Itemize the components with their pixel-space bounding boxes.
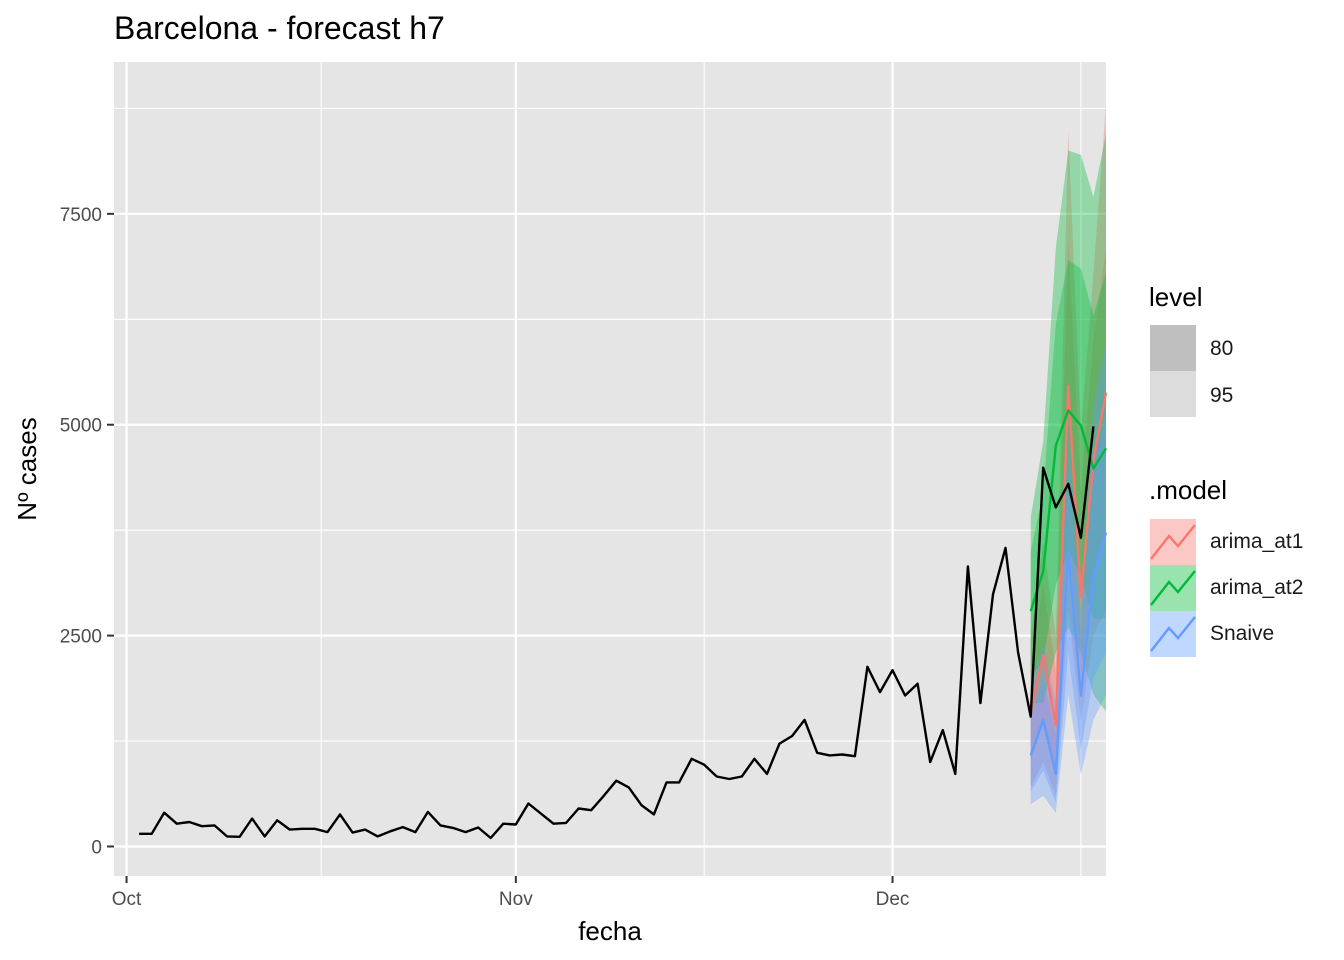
legend-label-snaive: Snaive	[1210, 622, 1274, 645]
legend-label-80: 80	[1210, 337, 1233, 360]
y-tick-label: 2500	[60, 627, 102, 648]
x-axis-title: fecha	[578, 916, 642, 946]
forecast-lines	[1029, 384, 1108, 776]
legend-model-title: .model	[1149, 475, 1227, 505]
forecast-line-snaive	[1029, 532, 1108, 776]
forecast-line-arima_at2	[1029, 409, 1108, 612]
legend-label-95: 95	[1210, 384, 1233, 407]
legend-key-95	[1150, 371, 1196, 417]
legend-line-snaive	[1150, 616, 1196, 652]
plot-panel	[114, 62, 1106, 876]
interval-80-snaive	[1030, 416, 1106, 803]
interval-95-arima_at2	[1030, 133, 1106, 712]
minor-gridlines	[114, 62, 1106, 876]
x-tick-label: Dec	[876, 889, 910, 910]
legend-label-arima-at1: arima_at1	[1210, 530, 1303, 553]
x-tick-label: Nov	[499, 889, 533, 910]
chart-title: Barcelona - forecast h7	[114, 10, 445, 46]
y-tick-label: 5000	[60, 416, 102, 437]
forecast-line-arima_at1	[1029, 384, 1108, 727]
y-axis-title: Nº cases	[12, 417, 42, 520]
major-gridlines	[114, 62, 1106, 876]
interval-80-arima_at1	[1030, 239, 1106, 771]
interval-95-arima_at1	[1030, 104, 1106, 796]
legend-label-arima-at2: arima_at2	[1210, 576, 1303, 599]
legend-line-arima_at2	[1150, 570, 1196, 606]
legend-level: level 80 95	[1149, 282, 1233, 417]
legend-level-title: level	[1149, 282, 1202, 312]
interval-80-arima_at2	[1030, 260, 1106, 678]
actual-series	[139, 426, 1095, 840]
y-tick-label: 0	[91, 837, 102, 858]
x-tick-label: Oct	[112, 889, 142, 910]
x-axis: Oct Nov Dec	[112, 876, 910, 910]
y-axis: 0 2500 5000 7500	[60, 205, 114, 858]
legend-model: .model arima_at1 arima_at2 Snaive	[1149, 475, 1303, 657]
legend-key-80	[1150, 325, 1196, 371]
actual-line	[139, 426, 1095, 840]
y-tick-label: 7500	[60, 205, 102, 226]
legend-line-arima_at1	[1150, 524, 1196, 560]
